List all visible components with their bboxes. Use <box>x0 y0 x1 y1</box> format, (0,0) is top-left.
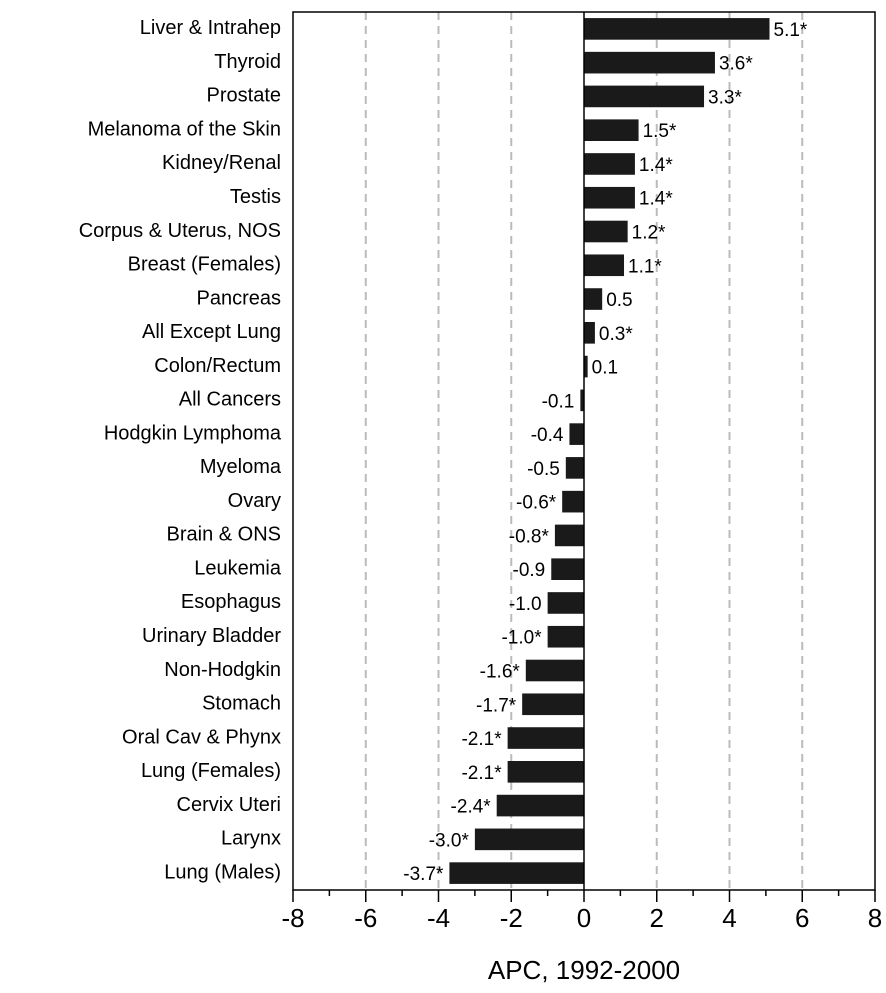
bar <box>551 558 584 580</box>
bar <box>525 659 584 682</box>
y-tick-label: Colon/Rectum <box>154 355 281 377</box>
value-label: -1.6* <box>480 662 521 683</box>
value-label: -1.7* <box>476 695 517 716</box>
value-label: -1.0* <box>501 628 542 649</box>
value-label: 0.3* <box>599 324 633 345</box>
y-tick-label: Stomach <box>202 693 281 715</box>
bar <box>507 761 584 783</box>
value-label: -2.1* <box>461 763 502 784</box>
bar <box>474 828 584 851</box>
y-tick-label: All Cancers <box>179 389 281 411</box>
bar <box>584 119 639 141</box>
bar <box>507 727 584 749</box>
value-label: 1.5* <box>643 121 677 142</box>
value-label: 1.2* <box>632 223 666 244</box>
value-label: 3.3* <box>708 87 742 108</box>
value-label: -0.6* <box>516 493 557 514</box>
bar <box>584 254 625 277</box>
value-label: -0.1 <box>542 391 575 412</box>
bar <box>547 592 584 614</box>
bar <box>584 288 603 310</box>
bar <box>522 693 584 716</box>
x-tick-label: 4 <box>722 903 736 933</box>
x-tick-label: 2 <box>650 903 664 933</box>
bar <box>562 490 584 513</box>
value-label: 3.6* <box>719 54 753 75</box>
y-tick-label: Liver & Intrahep <box>140 17 281 39</box>
x-tick-label: 8 <box>868 903 882 933</box>
x-tick-label: -8 <box>281 903 304 933</box>
y-tick-label: Lung (Males) <box>164 861 281 883</box>
value-label: -3.0* <box>429 830 470 851</box>
x-axis-title: APC, 1992-2000 <box>488 955 680 985</box>
bar <box>584 186 635 209</box>
y-tick-label: Lung (Females) <box>141 760 281 782</box>
value-label: -3.7* <box>403 864 444 885</box>
bar <box>580 389 584 412</box>
bar <box>584 220 628 243</box>
y-tick-label: All Except Lung <box>142 321 281 343</box>
value-label: -0.9 <box>513 560 546 581</box>
y-tick-label: Esophagus <box>181 591 281 613</box>
x-tick-label: -6 <box>354 903 377 933</box>
bar <box>449 862 584 884</box>
value-label: -1.0 <box>509 594 542 615</box>
value-label: 0.5 <box>606 290 632 311</box>
bar <box>569 423 584 445</box>
value-label: -0.4 <box>531 425 564 446</box>
y-tick-label: Brain & ONS <box>167 524 281 546</box>
value-label: -2.1* <box>461 729 502 750</box>
y-tick-label: Leukemia <box>194 557 282 579</box>
bar <box>584 322 595 344</box>
y-tick-label: Hodgkin Lymphoma <box>104 422 282 444</box>
y-tick-label: Testis <box>230 186 281 208</box>
y-tick-label: Ovary <box>228 490 281 512</box>
value-label: 1.4* <box>639 155 673 176</box>
value-label: -2.4* <box>451 797 492 818</box>
y-tick-label: Pancreas <box>197 287 282 309</box>
value-label: 5.1* <box>774 20 808 41</box>
bar <box>584 51 715 74</box>
y-tick-label: Non-Hodgkin <box>164 659 281 681</box>
y-tick-label: Prostate <box>207 85 281 107</box>
value-label: -0.5 <box>527 459 560 480</box>
bar <box>547 625 584 648</box>
x-tick-label: -2 <box>500 903 523 933</box>
bar <box>584 355 588 378</box>
y-tick-label: Myeloma <box>200 456 282 478</box>
y-tick-label: Larynx <box>221 828 281 850</box>
bar <box>584 85 705 108</box>
y-tick-label: Breast (Females) <box>128 254 281 276</box>
value-label: 1.1* <box>628 256 662 277</box>
bar <box>584 18 770 40</box>
value-label: -0.8* <box>509 526 550 547</box>
x-tick-label: 0 <box>577 903 591 933</box>
bar <box>584 153 635 175</box>
bar <box>565 457 584 479</box>
y-tick-label: Corpus & Uterus, NOS <box>79 220 281 242</box>
y-tick-label: Melanoma of the Skin <box>88 118 281 140</box>
bar <box>496 794 584 817</box>
value-label: 0.1 <box>592 358 618 379</box>
x-tick-label: 6 <box>795 903 809 933</box>
x-tick-label: -4 <box>427 903 450 933</box>
y-tick-label: Cervix Uteri <box>177 794 281 816</box>
bar <box>554 524 584 547</box>
y-tick-label: Oral Cav & Phynx <box>122 726 281 748</box>
y-tick-label: Kidney/Renal <box>162 152 281 174</box>
y-tick-label: Urinary Bladder <box>142 625 281 647</box>
y-tick-label: Thyroid <box>214 51 281 73</box>
value-label: 1.4* <box>639 189 673 210</box>
